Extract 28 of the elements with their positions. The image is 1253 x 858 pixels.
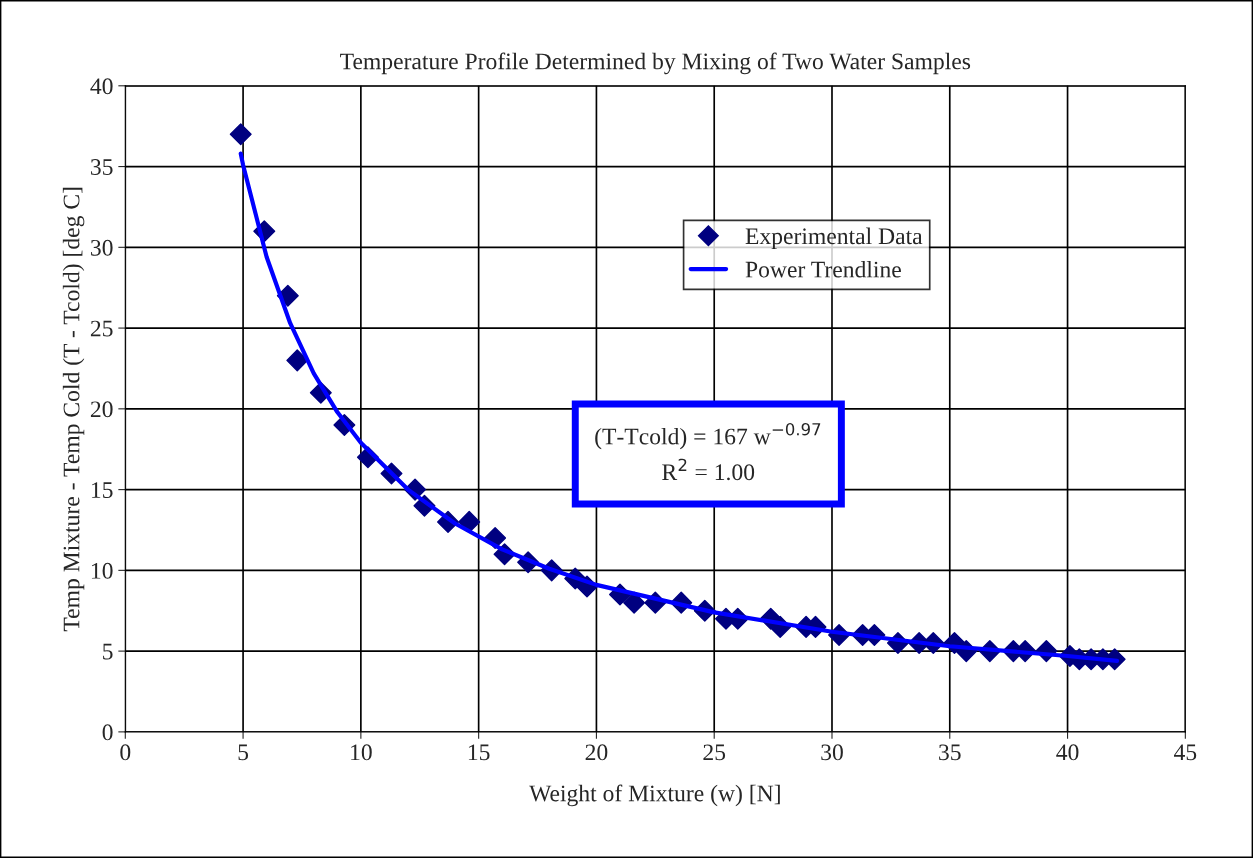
x-tick-label: 20: [585, 744, 608, 761]
y-tick-label: 40: [90, 78, 113, 95]
y-axis-title: Temp Mixture - Temp Cold (T - Tcold) [deg C]: [62, 187, 85, 632]
point: [458, 510, 481, 533]
y-tick-label: 15: [91, 482, 113, 499]
x-tick-label: 10: [351, 744, 372, 761]
point: [286, 349, 309, 372]
legend-label: Experimental Data: [745, 227, 923, 249]
legend-label: Power Trendline: [745, 260, 901, 278]
y-tick-label: 0: [102, 724, 113, 741]
x-tick-label: 45: [1173, 744, 1197, 761]
x-tick-label: 0: [120, 744, 131, 761]
y-tick-label: 20: [90, 401, 113, 418]
chart-title: Temperature Profile Determined by Mixing of Two Water Samples: [340, 52, 971, 75]
y-tick-label: 35: [91, 159, 113, 175]
x-tick-label: 30: [821, 744, 843, 761]
y-tick-label: 30: [91, 239, 113, 256]
x-axis-title: Weight of Mixture (w) [N]: [529, 784, 780, 807]
x-tick-label: 5: [238, 744, 249, 761]
x-tick-label: 25: [703, 744, 726, 761]
point: [229, 123, 252, 146]
text: (T-Tcold) = 167 w$^{−0.97}$ R$^{2}$ = 1.00: [595, 422, 821, 481]
x-tick-label: 35: [939, 744, 961, 761]
y-tick-label: 25: [90, 320, 113, 337]
y-tick-label: 10: [91, 562, 113, 579]
y-tick-label: 5: [103, 643, 113, 660]
x-tick-label: 15: [468, 744, 490, 761]
x-tick-label: 40: [1056, 744, 1079, 761]
